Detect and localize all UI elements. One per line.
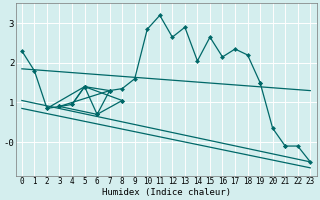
- X-axis label: Humidex (Indice chaleur): Humidex (Indice chaleur): [101, 188, 231, 197]
